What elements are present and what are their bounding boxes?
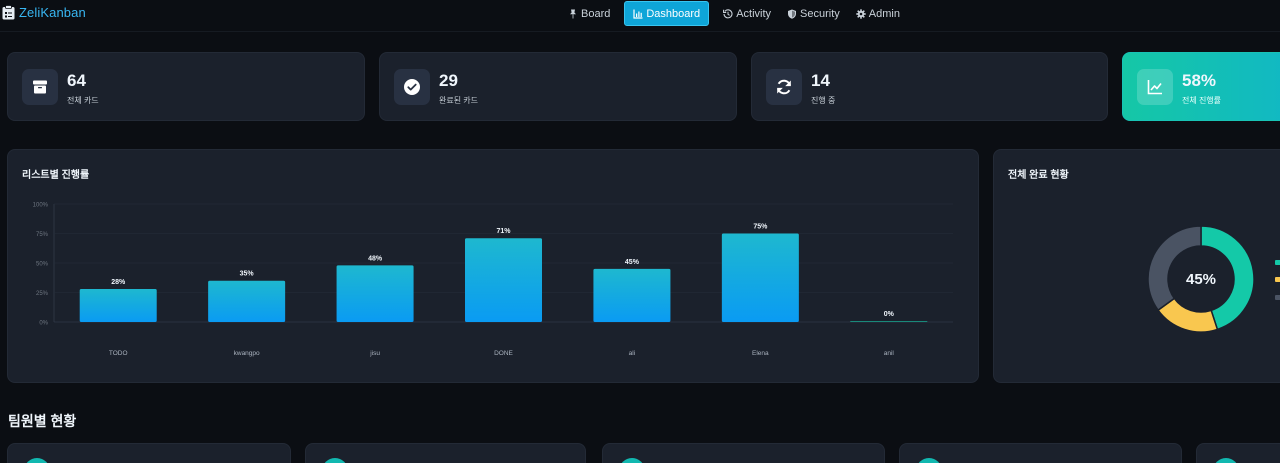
team-member-card[interactable] — [305, 443, 586, 463]
nav-dashboard-label: Dashboard — [646, 7, 701, 20]
y-tick-label: 0% — [39, 321, 48, 327]
bar-value-label: 45% — [625, 259, 640, 266]
clipboard-icon — [2, 5, 15, 20]
shield-icon — [788, 9, 797, 19]
stat-value: 14 — [811, 71, 830, 90]
nav-activity[interactable]: Activity — [715, 1, 779, 26]
bar[interactable] — [208, 280, 286, 322]
legend-todo-swatch — [1275, 295, 1280, 300]
avatar — [322, 458, 348, 463]
list-progress-bar-chart: 0% 25% 50% 75% 100% 28% TODO 35% kwangpo 48% jisu 7… — [33, 203, 953, 357]
y-tick-label: 100% — [33, 203, 49, 209]
history-icon — [723, 8, 733, 18]
legend-in-progress-swatch — [1275, 277, 1280, 282]
main-nav: Board Dashboard Activity Security Admin — [560, 1, 908, 26]
completion-panel: 전체 완료 현황 45% — [993, 149, 1280, 383]
bar-value-label: 75% — [753, 224, 768, 231]
bar-value-label: 48% — [368, 255, 383, 262]
stat-card-in-progress: 14 진행 중 — [751, 52, 1108, 121]
nav-admin[interactable]: Admin — [848, 1, 908, 26]
gear-icon — [856, 8, 866, 19]
bar[interactable] — [721, 233, 799, 323]
stat-card-total: 64 전체 카드 — [7, 52, 365, 121]
panel-title: 전체 완료 현황 — [1008, 170, 1069, 181]
avatar — [24, 458, 50, 463]
bar[interactable] — [465, 238, 542, 322]
sync-icon — [777, 79, 791, 95]
avatar — [916, 458, 942, 463]
bar[interactable] — [79, 288, 157, 322]
check-circle-icon — [404, 79, 420, 95]
donut-center-label: 45% — [1186, 271, 1216, 288]
stat-label: 완료된 카드 — [439, 96, 479, 105]
legend-done-swatch — [1275, 260, 1280, 265]
bar-value-label: 28% — [111, 279, 126, 286]
nav-security-label: Security — [800, 7, 840, 20]
team-member-card[interactable] — [602, 443, 885, 463]
pin-icon — [570, 9, 576, 18]
stat-value: 64 — [67, 71, 86, 90]
completion-donut-chart: 45% — [1147, 225, 1255, 333]
app-name: ZeliKanban — [19, 5, 86, 20]
stat-value: 29 — [439, 71, 458, 90]
team-member-card[interactable] — [899, 443, 1182, 463]
y-tick-label: 75% — [36, 232, 49, 238]
x-tick-label: anil — [884, 350, 895, 357]
bar-value-label: 71% — [496, 228, 511, 235]
nav-activity-label: Activity — [736, 7, 772, 20]
bar[interactable] — [336, 265, 414, 322]
team-section-title: 팀원별 현황 — [8, 413, 77, 429]
bar[interactable] — [593, 268, 671, 322]
y-tick-label: 50% — [36, 262, 49, 268]
avatar — [619, 458, 645, 463]
team-member-card[interactable] — [7, 443, 291, 463]
stat-label: 전체 진행률 — [1182, 96, 1222, 105]
x-tick-label: jisu — [369, 350, 380, 357]
x-tick-label: kwangpo — [234, 350, 260, 357]
stat-value: 58% — [1182, 71, 1217, 90]
trend-chart-icon — [1147, 80, 1162, 95]
panel-title: 리스트별 진행률 — [22, 170, 90, 181]
box-icon — [33, 80, 47, 94]
stat-card-done: 29 완료된 카드 — [379, 52, 737, 121]
bar-value-label: 0% — [884, 311, 895, 318]
nav-admin-label: Admin — [868, 7, 900, 20]
stat-label: 전체 카드 — [67, 96, 99, 105]
x-tick-label: DONE — [494, 350, 513, 357]
donut-slice[interactable] — [1200, 225, 1255, 331]
x-tick-label: Elena — [752, 350, 769, 357]
x-tick-label: TODO — [109, 350, 128, 357]
stat-card-progress: 58% 전체 진행률 — [1122, 52, 1280, 121]
nav-dashboard[interactable]: Dashboard — [624, 1, 710, 26]
team-member-card[interactable] — [1196, 443, 1280, 463]
chart-icon — [633, 9, 643, 19]
nav-board[interactable]: Board — [560, 1, 618, 26]
y-tick-label: 25% — [36, 291, 49, 297]
bar-value-label: 35% — [240, 271, 255, 278]
brand[interactable]: ZeliKanban — [2, 5, 86, 20]
stat-label: 진행 중 — [811, 96, 836, 105]
nav-security[interactable]: Security — [779, 1, 848, 26]
list-progress-panel: 리스트별 진행률 0% 25% 50% 75% 100% 28% TODO 35% kwangp… — [7, 149, 979, 383]
donut-slice[interactable] — [1147, 225, 1202, 312]
x-tick-label: ali — [629, 350, 636, 357]
top-navbar: ZeliKanban Board Dashboard Activity Secu… — [0, 0, 1280, 32]
nav-board-label: Board — [581, 7, 611, 20]
avatar — [1213, 458, 1239, 463]
bar[interactable] — [850, 321, 928, 322]
